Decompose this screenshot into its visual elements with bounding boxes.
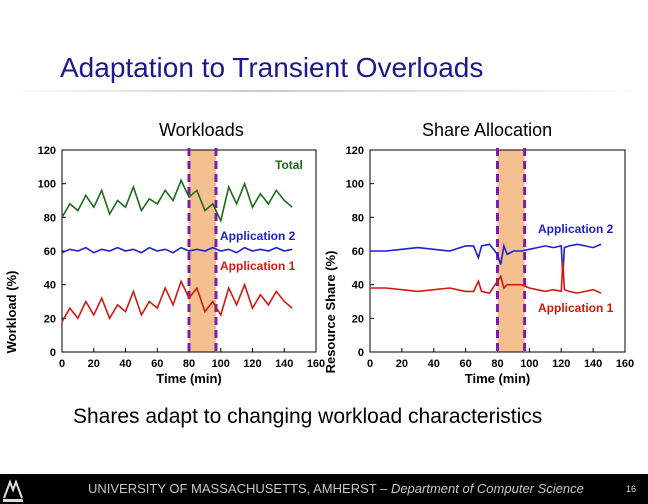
x-tick-label: 60 — [151, 358, 163, 370]
y-tick-label: 40 — [352, 280, 364, 292]
x-tick-label: 0 — [367, 358, 373, 370]
y-axis-label: Resource Share (%) — [323, 251, 338, 374]
x-tick-label: 80 — [183, 358, 195, 370]
y-tick-label: 0 — [50, 347, 56, 359]
x-tick-label: 20 — [396, 358, 408, 370]
series-line-0 — [61, 178, 293, 224]
footer-department: Department of Computer Science — [390, 481, 584, 496]
y-axis-label: Workload (%) — [4, 271, 19, 354]
series-line-1 — [61, 246, 293, 254]
y-tick-label: 120 — [38, 145, 56, 157]
y-tick-label: 20 — [352, 313, 364, 325]
y-tick-label: 60 — [44, 246, 56, 258]
x-tick-label: 0 — [59, 358, 65, 370]
x-tick-label: 160 — [307, 358, 325, 370]
page-number: 16 — [625, 484, 636, 494]
series-label-1: Application 1 — [538, 301, 614, 315]
y-tick-label: 0 — [358, 347, 364, 359]
umass-logo-icon — [0, 476, 26, 504]
y-tick-label: 80 — [352, 212, 364, 224]
chart-title-share-allocation: Share Allocation — [422, 120, 553, 140]
series-label-0: Total — [275, 158, 303, 172]
x-tick-label: 120 — [552, 358, 570, 370]
x-tick-label: 40 — [119, 358, 131, 370]
x-axis-label: Time (min) — [465, 371, 531, 386]
x-tick-label: 140 — [584, 358, 602, 370]
x-tick-label: 20 — [88, 358, 100, 370]
y-tick-label: 40 — [44, 280, 56, 292]
x-tick-label: 140 — [275, 358, 293, 370]
chart-title-workloads: Workloads — [159, 120, 244, 140]
footer-dash: – — [376, 481, 391, 496]
series-line-1 — [370, 261, 602, 294]
slide-caption: Shares adapt to changing workload charac… — [73, 405, 543, 428]
series-label-2: Application 1 — [220, 259, 296, 273]
series-label-0: Application 2 — [538, 222, 614, 236]
x-axis-label: Time (min) — [156, 371, 222, 386]
series-line-2 — [61, 279, 293, 323]
y-tick-label: 100 — [346, 179, 364, 191]
series-label-1: Application 2 — [220, 229, 296, 243]
footer-text: UNIVERSITY OF MASSACHUSETTS, AMHERST – D… — [88, 481, 584, 496]
y-tick-label: 80 — [44, 212, 56, 224]
series-line-0 — [370, 242, 602, 277]
slide-title: Adaptation to Transient Overloads — [60, 52, 484, 83]
x-tick-label: 80 — [491, 358, 503, 370]
footer-university: UNIVERSITY OF MASSACHUSETTS, AMHERST — [88, 481, 377, 496]
y-tick-label: 120 — [346, 145, 364, 157]
share-allocation-chart: 0 20 40 60 80 100 120 140 160 0 20 40 60 80 100 120 Appl… — [323, 145, 634, 386]
y-tick-label: 20 — [44, 313, 56, 325]
x-tick-label: 160 — [616, 358, 634, 370]
x-tick-label: 60 — [460, 358, 472, 370]
y-tick-label: 60 — [352, 246, 364, 258]
x-tick-label: 120 — [243, 358, 261, 370]
footer-bar — [0, 474, 648, 504]
y-tick-label: 100 — [38, 179, 56, 191]
workloads-chart: 0 20 40 60 80 100 120 140 160 0 20 40 60 80 100 120 Tota… — [4, 145, 325, 386]
x-tick-label: 40 — [428, 358, 440, 370]
x-tick-label: 100 — [212, 358, 230, 370]
x-tick-label: 100 — [520, 358, 538, 370]
title-divider — [0, 90, 648, 92]
